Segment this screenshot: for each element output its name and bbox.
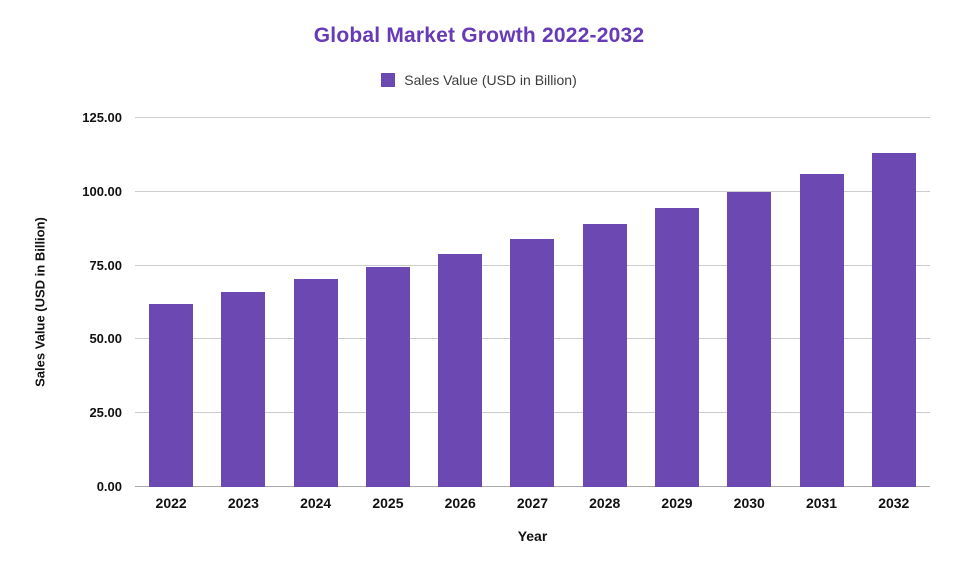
x-axis-title: Year (517, 528, 548, 544)
y-tick-label: 125.00 (82, 110, 122, 125)
x-tick-label: 2030 (733, 495, 765, 511)
legend: Sales Value (USD in Billion) (0, 72, 958, 88)
plot-area (135, 117, 930, 487)
bar-slot (207, 118, 279, 487)
bars-row (135, 118, 930, 487)
bar-2031 (799, 174, 844, 487)
x-tick-label: 2029 (661, 495, 693, 511)
bar-slot (858, 118, 930, 487)
chart-title: Global Market Growth 2022-2032 (313, 24, 645, 47)
bar-slot (135, 118, 207, 487)
x-tick-label: 2032 (878, 495, 910, 511)
bar-2027 (510, 239, 555, 487)
bar-slot (569, 118, 641, 487)
bar-2029 (654, 208, 699, 487)
y-tick-label: 75.00 (89, 257, 122, 273)
x-tick-labels: 2022 2023 2024 2025 2026 2027 2028 2029 2030 2031… (135, 495, 930, 511)
x-tick-label: 2024 (300, 495, 332, 511)
y-tick-labels: 0.00 25.00 50.00 75.00 100.00 125.00 (0, 110, 122, 494)
bar-2028 (582, 224, 627, 487)
bar-2030 (727, 191, 772, 487)
bar-2026 (438, 253, 483, 487)
x-tick-label: 2022 (155, 495, 187, 511)
y-tick-label: 25.00 (89, 405, 122, 421)
x-tick-label: 2031 (805, 495, 838, 511)
bar-slot (424, 118, 496, 487)
y-tick-label: 0.00 (96, 479, 122, 494)
bar-slot (641, 118, 713, 487)
bar-slot (713, 118, 785, 487)
bar-slot (280, 118, 352, 487)
bar-slot (496, 118, 568, 487)
y-tick-label: 100.00 (82, 183, 122, 199)
legend-label: Sales Value (USD in Billion) (404, 72, 577, 88)
legend-swatch-icon (381, 73, 396, 87)
x-tick-label: 2026 (444, 495, 476, 511)
x-tick-label: 2027 (516, 495, 549, 511)
bar-slot (785, 118, 857, 487)
bar-2024 (293, 278, 338, 487)
bar-2022 (149, 303, 194, 487)
bar-2032 (871, 153, 916, 487)
bar-2023 (221, 292, 266, 487)
bar-2025 (365, 267, 410, 487)
x-tick-label: 2025 (372, 495, 404, 511)
bar-slot (352, 118, 424, 487)
x-tick-label: 2028 (589, 495, 621, 511)
gridline (135, 190, 930, 192)
y-tick-label: 50.00 (89, 331, 122, 347)
gridline (135, 117, 930, 118)
x-tick-label: 2023 (227, 495, 259, 511)
